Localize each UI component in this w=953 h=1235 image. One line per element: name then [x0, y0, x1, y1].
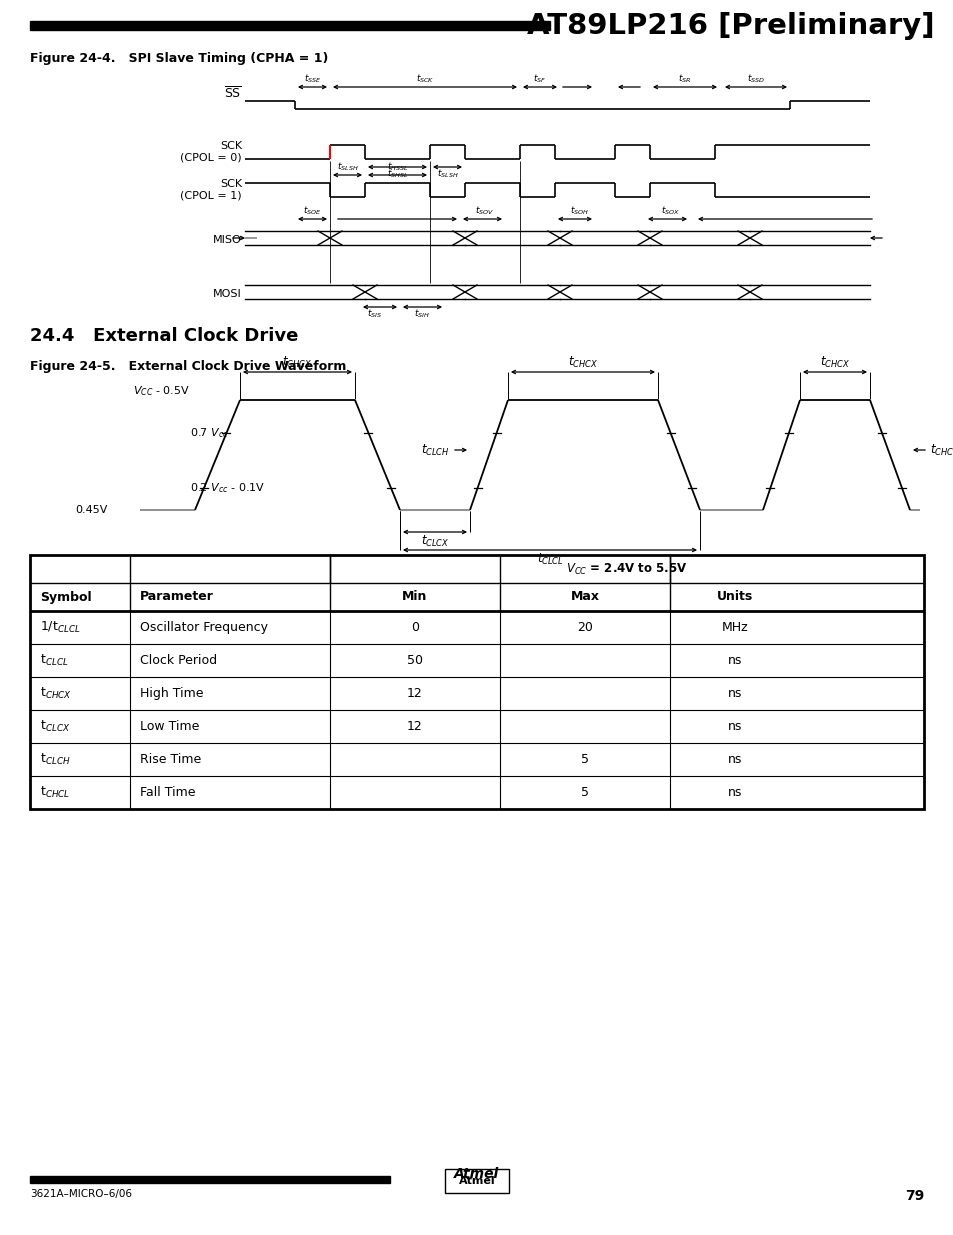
Bar: [444, 1170, 509, 1193]
Text: Clock Period: Clock Period: [140, 655, 217, 667]
Bar: [30, 1176, 390, 1183]
Text: ns: ns: [727, 687, 741, 700]
Text: $t_{SSE}$: $t_{SSE}$: [303, 73, 321, 85]
Text: Oscillator Frequency: Oscillator Frequency: [140, 621, 268, 634]
Text: 12: 12: [407, 687, 422, 700]
Text: ns: ns: [727, 720, 741, 734]
Text: t$_{CLCX}$: t$_{CLCX}$: [40, 719, 71, 734]
Text: $t_{CHCL}$: $t_{CHCL}$: [929, 442, 953, 457]
Text: Min: Min: [402, 590, 427, 604]
Text: MOSI: MOSI: [213, 289, 242, 299]
Text: SCK
(CPOL = 0): SCK (CPOL = 0): [180, 141, 242, 163]
Text: 0: 0: [411, 621, 418, 634]
Text: Units: Units: [716, 590, 752, 604]
Text: t$_{CHCX}$: t$_{CHCX}$: [40, 685, 71, 701]
Text: 24.4   External Clock Drive: 24.4 External Clock Drive: [30, 327, 298, 345]
Text: t$_{CHCL}$: t$_{CHCL}$: [40, 785, 71, 800]
Text: $t_{SOE}$: $t_{SOE}$: [303, 205, 321, 217]
Text: $t_{CLCL}$: $t_{CLCL}$: [536, 552, 563, 567]
Text: High Time: High Time: [140, 687, 203, 700]
Text: Rise Time: Rise Time: [140, 753, 201, 766]
Text: $t_{CHCX}$: $t_{CHCX}$: [282, 354, 313, 370]
Text: Fall Time: Fall Time: [140, 785, 195, 799]
Text: ns: ns: [727, 753, 741, 766]
Text: 79: 79: [903, 1189, 923, 1203]
Text: Atmel: Atmel: [454, 1167, 499, 1181]
Text: $t_{CLCX}$: $t_{CLCX}$: [420, 534, 449, 550]
Text: 0.45V: 0.45V: [75, 505, 108, 515]
Text: MHz: MHz: [720, 621, 747, 634]
Text: 3621A–MICRO–6/06: 3621A–MICRO–6/06: [30, 1189, 132, 1199]
Text: $V_{CC}$ = 2.4V to 5.5V: $V_{CC}$ = 2.4V to 5.5V: [566, 562, 687, 577]
Text: $t_{SOX}$: $t_{SOX}$: [659, 205, 679, 217]
Text: AT89LP216 [Preliminary]: AT89LP216 [Preliminary]: [527, 11, 934, 40]
Text: $t_{SOV}$: $t_{SOV}$: [475, 205, 494, 217]
Text: $t_{SLSH}$: $t_{SLSH}$: [436, 168, 457, 180]
Text: $t_{SIS}$: $t_{SIS}$: [367, 308, 382, 321]
Text: 20: 20: [577, 621, 593, 634]
Text: SCK
(CPOL = 1): SCK (CPOL = 1): [180, 179, 242, 201]
Text: Figure 24-4.   SPI Slave Timing (CPHA = 1): Figure 24-4. SPI Slave Timing (CPHA = 1): [30, 52, 328, 65]
Text: $t_{SF}$: $t_{SF}$: [533, 73, 546, 85]
Text: Parameter: Parameter: [140, 590, 213, 604]
Bar: [30, 555, 923, 809]
Text: $t_{SLSH}$: $t_{SLSH}$: [336, 161, 358, 173]
Text: $\overline{\rm SS}$: $\overline{\rm SS}$: [224, 85, 242, 101]
Text: t$_{CLCH}$: t$_{CLCH}$: [40, 752, 71, 767]
Text: $t_{SR}$: $t_{SR}$: [678, 73, 691, 85]
Text: $t_{CLCH}$: $t_{CLCH}$: [421, 442, 450, 457]
Text: ns: ns: [727, 785, 741, 799]
Bar: [30, 21, 550, 30]
Text: $t_{SHSL}$: $t_{SHSL}$: [386, 168, 408, 180]
Text: Max: Max: [570, 590, 598, 604]
Text: t$_{CLCL}$: t$_{CLCL}$: [40, 653, 69, 668]
Text: $t_{SCK}$: $t_{SCK}$: [416, 73, 434, 85]
Text: 5: 5: [580, 785, 588, 799]
Text: $t_{SIH}$: $t_{SIH}$: [414, 308, 430, 321]
Text: Atmel: Atmel: [458, 1176, 495, 1186]
Text: 50: 50: [407, 655, 422, 667]
Text: $t_{CHCX}$: $t_{CHCX}$: [567, 354, 598, 370]
Text: Symbol: Symbol: [40, 590, 91, 604]
Text: $t_{SSD}$: $t_{SSD}$: [746, 73, 764, 85]
Text: $t_{SOH}$: $t_{SOH}$: [570, 205, 589, 217]
Text: $t_{HSSL}$: $t_{HSSL}$: [386, 161, 408, 173]
Text: 1/t$_{CLCL}$: 1/t$_{CLCL}$: [40, 620, 81, 635]
Text: $0.2\ V_{cc}$ - 0.1V: $0.2\ V_{cc}$ - 0.1V: [190, 482, 265, 495]
Text: $V_{CC}$ - 0.5V: $V_{CC}$ - 0.5V: [132, 384, 190, 398]
Text: $0.7\ V_{cc}$: $0.7\ V_{cc}$: [190, 426, 228, 440]
Text: 5: 5: [580, 753, 588, 766]
Text: Low Time: Low Time: [140, 720, 199, 734]
Text: MISO: MISO: [213, 235, 242, 245]
Text: ns: ns: [727, 655, 741, 667]
Text: Figure 24-5.   External Clock Drive Waveform: Figure 24-5. External Clock Drive Wavefo…: [30, 359, 346, 373]
Text: $t_{CHCX}$: $t_{CHCX}$: [819, 354, 849, 370]
Text: 12: 12: [407, 720, 422, 734]
